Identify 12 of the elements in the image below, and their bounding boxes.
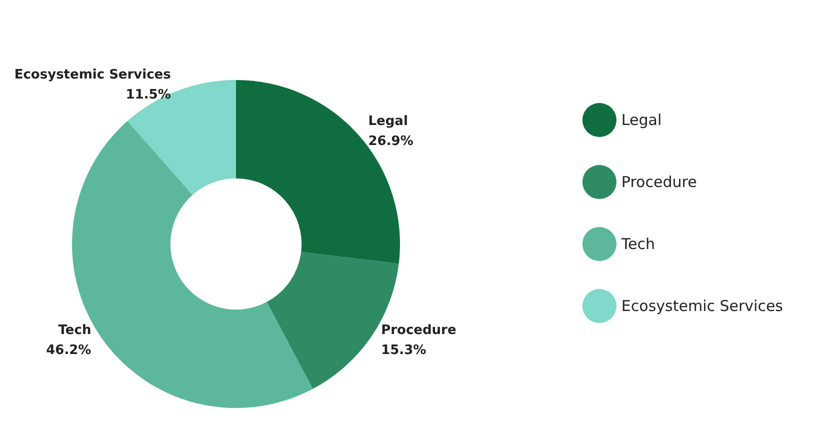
data-label: 15.3% bbox=[381, 342, 426, 358]
slice-label: Legal bbox=[368, 114, 408, 129]
legend-label: Legal bbox=[621, 111, 662, 129]
legend-label: Tech bbox=[620, 235, 656, 253]
data-label: 26.9% bbox=[368, 134, 414, 149]
slice-label: Ecosystemic Services bbox=[14, 67, 172, 82]
slice-label: Procedure bbox=[381, 322, 456, 338]
legend-label: Ecosystemic Services bbox=[621, 297, 784, 315]
legend-label: Procedure bbox=[621, 173, 697, 191]
data-label: 11.5% bbox=[126, 87, 171, 102]
slice-label: Tech bbox=[58, 323, 92, 338]
data-label: 46.2% bbox=[46, 343, 92, 358]
